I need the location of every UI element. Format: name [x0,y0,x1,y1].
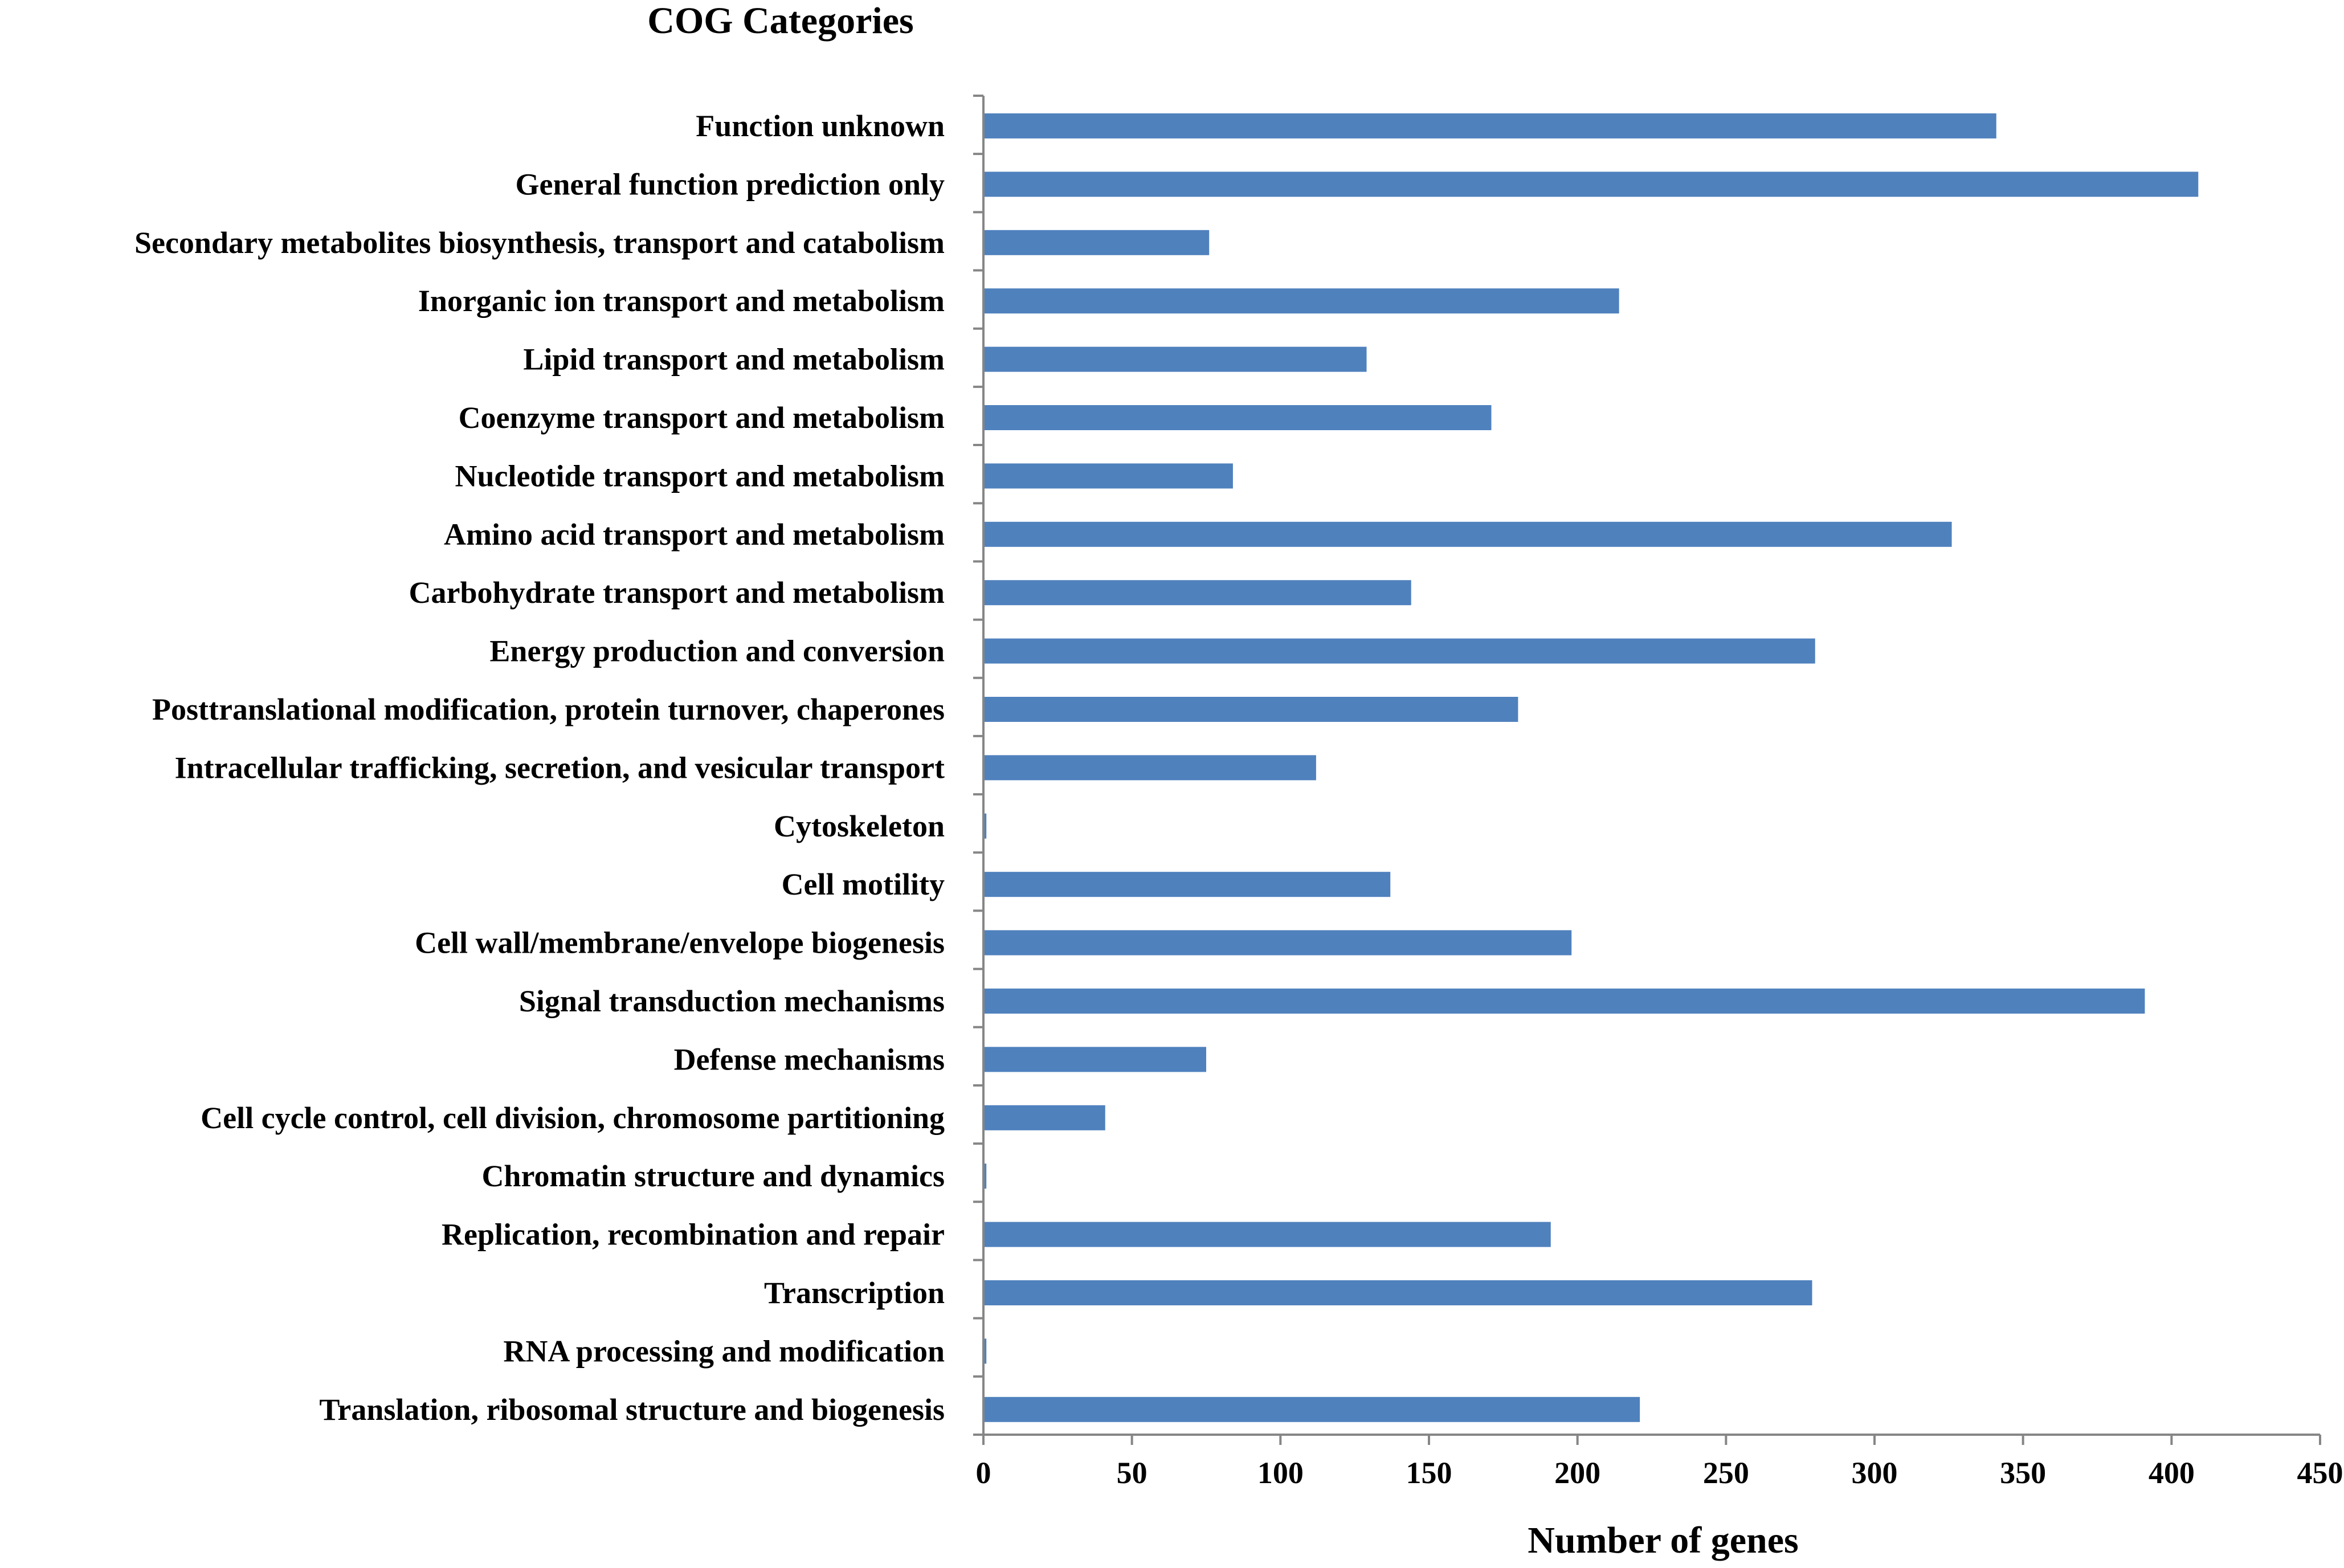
category-label-19: Chromatin structure and dynamics [481,1159,945,1193]
bar-7 [983,463,1233,489]
category-label-13: Cytoskeleton [774,809,945,843]
bar-14 [983,872,1391,897]
bar-17 [983,1047,1206,1072]
x-tick-label-100: 100 [1257,1456,1304,1490]
x-axis-ticks: 0 50 100 150 200 250 300 350 400 450 [976,1435,2343,1490]
bar-13 [983,813,987,839]
category-label-17: Defense mechanisms [674,1042,945,1076]
category-label-6: Coenzyme transport and metabolism [459,401,945,435]
bar-2 [983,172,2199,197]
bar-1 [983,113,1996,138]
bar-5 [983,346,1367,372]
category-label-22: RNA processing and modification [503,1334,945,1368]
axes [973,95,2320,1436]
x-tick-label-250: 250 [1703,1456,1749,1490]
chart-title: COG Categories [647,0,913,42]
x-tick-label-200: 200 [1554,1456,1600,1490]
category-label-8: Amino acid transport and metabolism [444,517,945,552]
bars-layer [983,113,2199,1422]
category-label-21: Transcription [764,1276,945,1310]
bar-22 [983,1338,987,1364]
bar-3 [983,230,1210,255]
category-labels: Function unknown General function predict… [134,109,945,1427]
bar-21 [983,1280,1812,1305]
x-tick-label-50: 50 [1117,1456,1148,1490]
bar-18 [983,1105,1105,1130]
category-label-18: Cell cycle control, cell division, chrom… [201,1101,945,1135]
bar-10 [983,638,1815,664]
x-tick-label-0: 0 [976,1456,991,1490]
x-tick-label-150: 150 [1406,1456,1452,1490]
category-label-2: General function prediction only [515,167,945,201]
bar-12 [983,755,1316,781]
x-tick-label-350: 350 [2000,1456,2046,1490]
category-label-16: Signal transduction mechanisms [519,984,945,1018]
bar-8 [983,521,1952,547]
bar-6 [983,405,1492,430]
bar-16 [983,989,2145,1014]
category-label-9: Carbohydrate transport and metabolism [409,575,945,610]
x-axis-title: Number of genes [1528,1520,1798,1561]
x-tick-label-450: 450 [2297,1456,2343,1490]
category-label-20: Replication, recombination and repair [442,1218,945,1252]
category-label-3: Secondary metabolites biosynthesis, tran… [134,226,945,260]
bar-4 [983,288,1619,314]
category-label-10: Energy production and conversion [489,634,945,668]
x-tick-label-400: 400 [2149,1456,2195,1490]
category-label-12: Intracellular trafficking, secretion, an… [175,750,945,785]
category-label-7: Nucleotide transport and metabolism [455,459,945,493]
category-label-23: Translation, ribosomal structure and bio… [319,1393,945,1427]
bar-19 [983,1163,987,1189]
bar-11 [983,697,1518,722]
x-tick-label-300: 300 [1852,1456,1898,1490]
category-label-14: Cell motility [782,867,945,901]
bar-15 [983,930,1572,956]
bar-9 [983,580,1411,606]
category-label-4: Inorganic ion transport and metabolism [418,284,945,318]
category-label-11: Posttranslational modification, protein … [152,692,945,726]
category-label-1: Function unknown [696,109,945,143]
category-label-15: Cell wall/membrane/envelope biogenesis [415,926,945,960]
bar-23 [983,1396,1640,1422]
bar-20 [983,1222,1551,1247]
category-label-5: Lipid transport and metabolism [523,342,945,377]
